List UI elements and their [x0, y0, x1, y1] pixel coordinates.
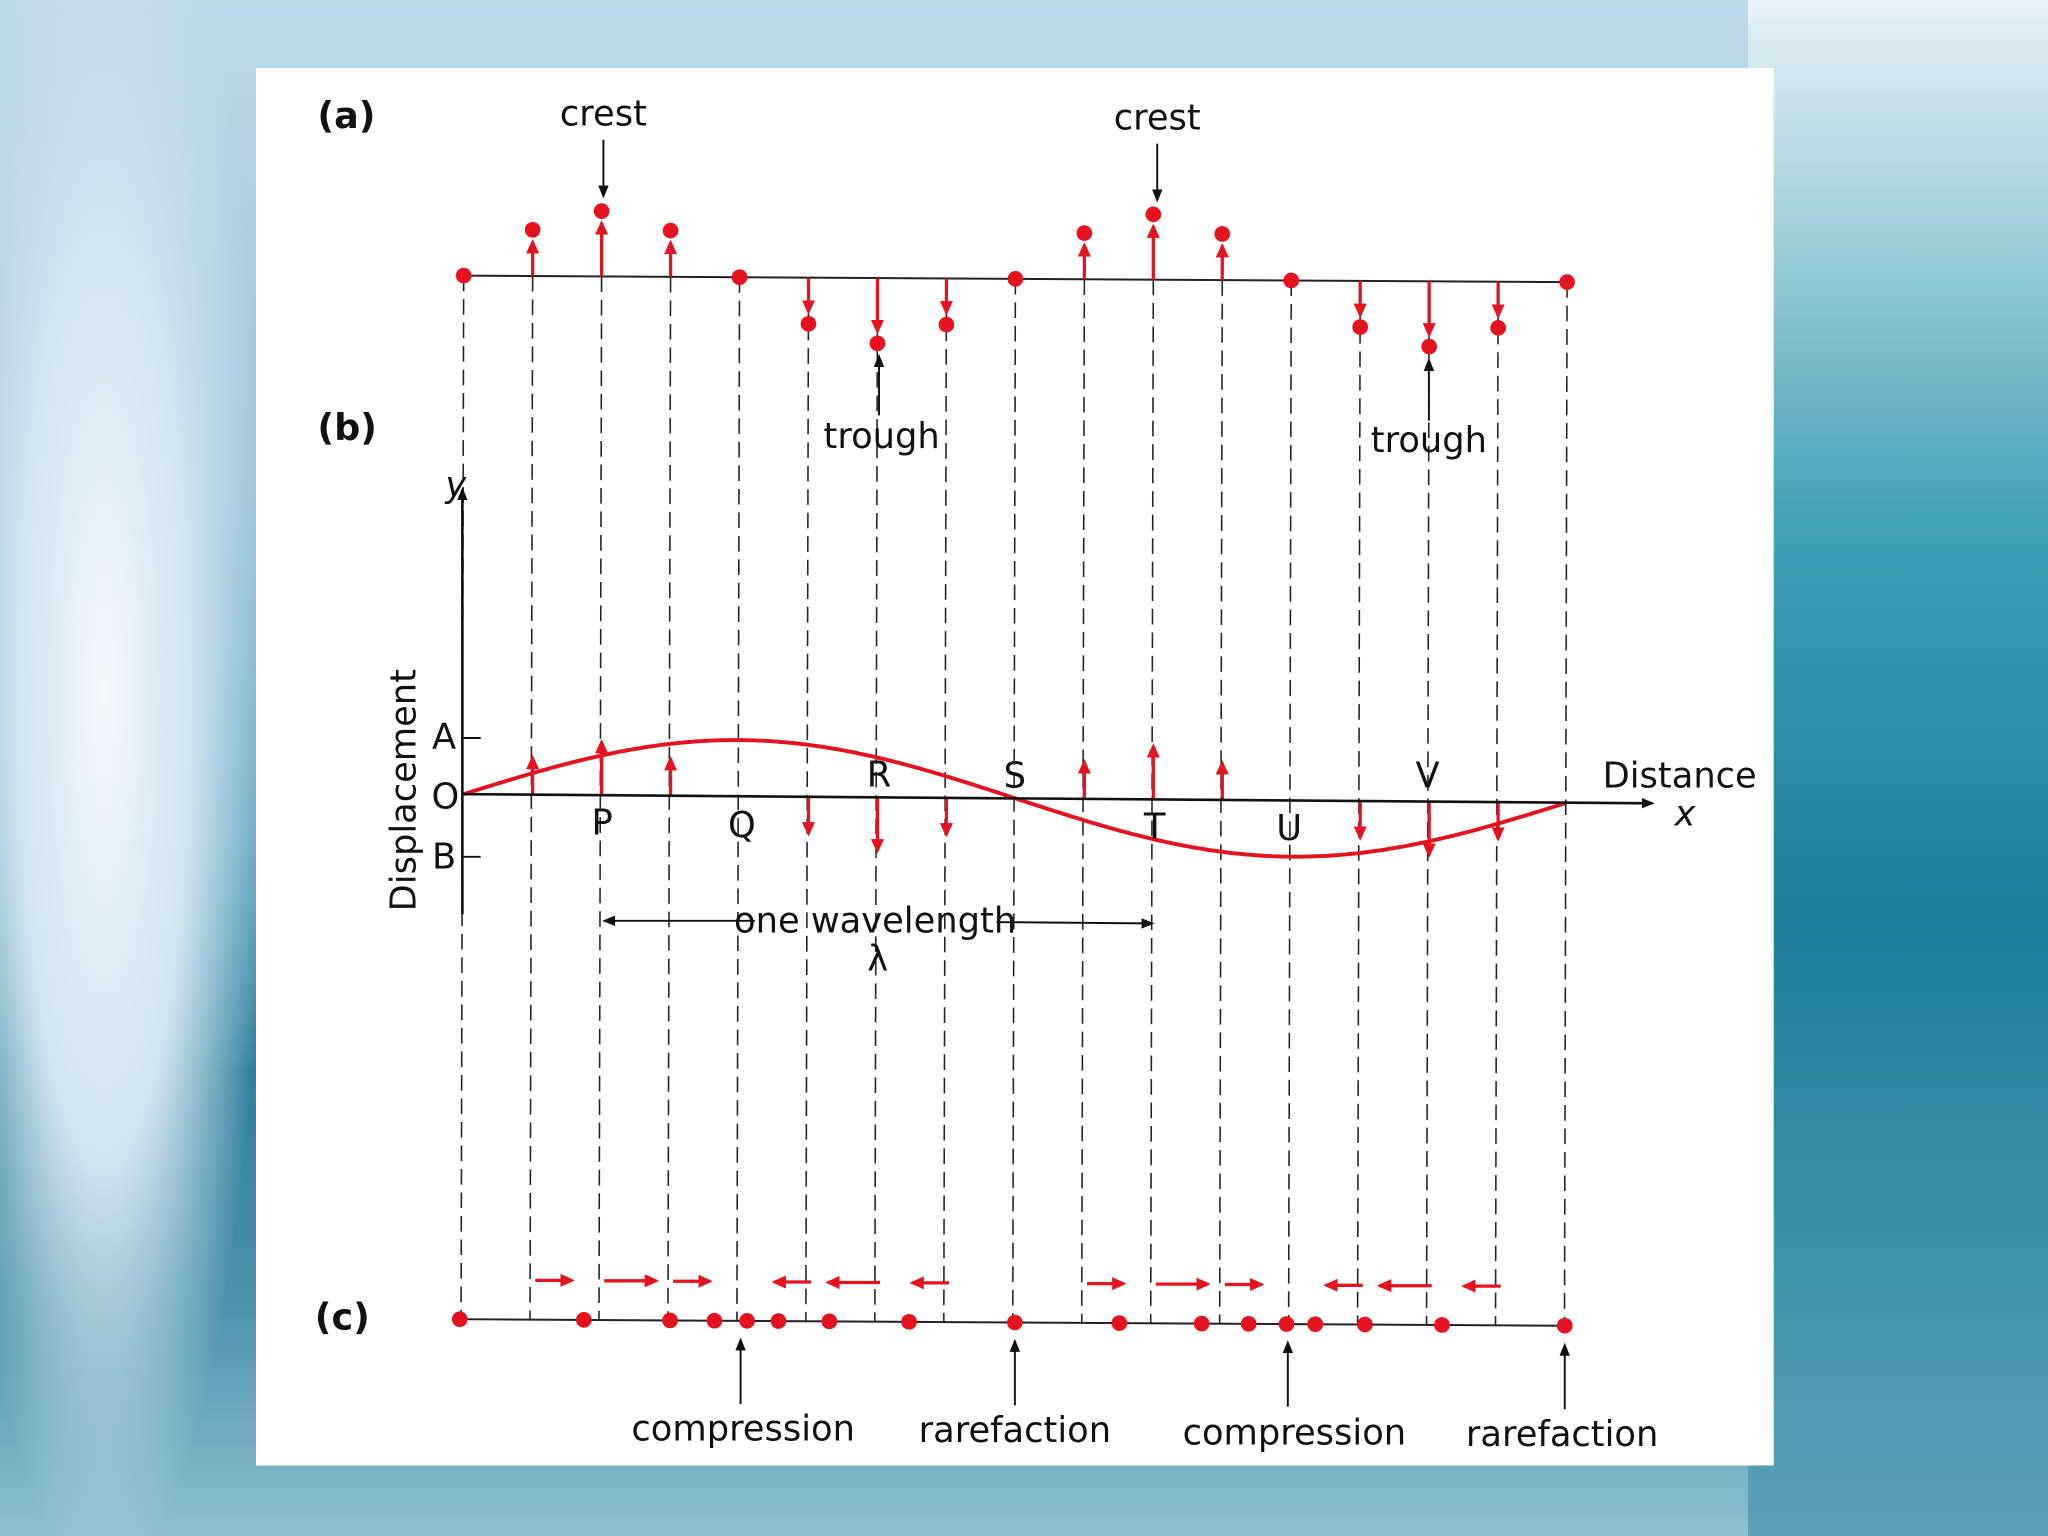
ocean-background-right [1748, 0, 2048, 1536]
string-particle [1283, 272, 1300, 289]
medium-particle [1193, 1315, 1210, 1332]
medium-particle [1307, 1316, 1324, 1333]
compression-label-2: compression [1183, 1413, 1407, 1454]
string-particle [524, 221, 541, 238]
string-particle [938, 316, 955, 333]
string-particle [1076, 225, 1093, 241]
medium-particle [662, 1312, 678, 1329]
compression-label-1: compression [631, 1409, 855, 1450]
guide-line [667, 276, 672, 1321]
string-particle [1352, 319, 1369, 335]
medium-particle [901, 1313, 917, 1330]
ocean-background-left [0, 0, 260, 1536]
string-particle [1421, 338, 1437, 355]
crest-label-1: crest [560, 93, 647, 134]
guide-line [598, 276, 603, 1321]
string-particle [1214, 226, 1231, 242]
string-particle [662, 222, 679, 239]
rarefaction-label-1: rarefaction [919, 1410, 1111, 1451]
medium-particle [1357, 1316, 1373, 1333]
medium-particle [576, 1312, 592, 1328]
x-axis-label: Distance [1603, 756, 1757, 797]
x-axis-symbol: x [1673, 793, 1696, 834]
guide-line [1287, 280, 1293, 1325]
panel-label-a: (a) [317, 94, 375, 137]
string-particle [593, 203, 610, 219]
guide-line [736, 277, 741, 1321]
guide-line [529, 275, 534, 1320]
point-label-s: S [1004, 756, 1026, 797]
medium-particle [1111, 1315, 1128, 1331]
guide-line [1080, 279, 1086, 1323]
guide-line [1011, 278, 1017, 1323]
y-axis-label: Displacement [383, 669, 424, 911]
medium-particle [1556, 1317, 1573, 1334]
medium-particle [1240, 1315, 1257, 1332]
trough-label-1: trough [824, 416, 940, 457]
wavelength-label: one wavelength [734, 901, 1016, 942]
string-particle [1145, 206, 1162, 223]
diagram-panel [256, 67, 1774, 1466]
point-label-v: V [1416, 756, 1440, 797]
x-axis [462, 792, 1655, 809]
y-axis-symbol: y [444, 464, 467, 505]
panel-label-c: (c) [315, 1296, 370, 1339]
point-label-r: R [867, 754, 892, 795]
medium-particle [770, 1313, 787, 1329]
panel-label-b: (b) [317, 406, 377, 449]
string-particle [731, 269, 748, 286]
medium-particle [739, 1313, 755, 1329]
medium-particle [1007, 1314, 1023, 1331]
amplitude-label-a: A [432, 716, 456, 757]
guide-line [1149, 279, 1155, 1324]
medium-particle [821, 1313, 838, 1330]
trough-label-2: trough [1371, 420, 1487, 461]
medium-particle [1278, 1316, 1295, 1332]
point-label-q: Q [728, 805, 756, 846]
string-particle [800, 315, 817, 332]
string-particle [869, 335, 886, 352]
wavelength-symbol: λ [867, 938, 888, 979]
string-particle [1007, 271, 1024, 287]
guide-line [1218, 280, 1224, 1324]
medium-particle [451, 1311, 468, 1327]
string-particle [1490, 320, 1506, 336]
amplitude-label-b: B [432, 837, 456, 878]
string-particle [455, 267, 472, 284]
crest-label-2: crest [1114, 97, 1201, 138]
point-label-t: T [1143, 807, 1166, 848]
guide-line [1563, 282, 1568, 1326]
medium-particle [1434, 1317, 1450, 1333]
medium-particle [706, 1312, 723, 1329]
point-label-u: U [1276, 808, 1302, 849]
string-particle [1559, 274, 1575, 290]
point-label-p: P [591, 803, 612, 844]
wavelength-arrow-right [996, 918, 1155, 929]
origin-label: O [432, 776, 460, 817]
rarefaction-label-2: rarefaction [1466, 1414, 1658, 1455]
